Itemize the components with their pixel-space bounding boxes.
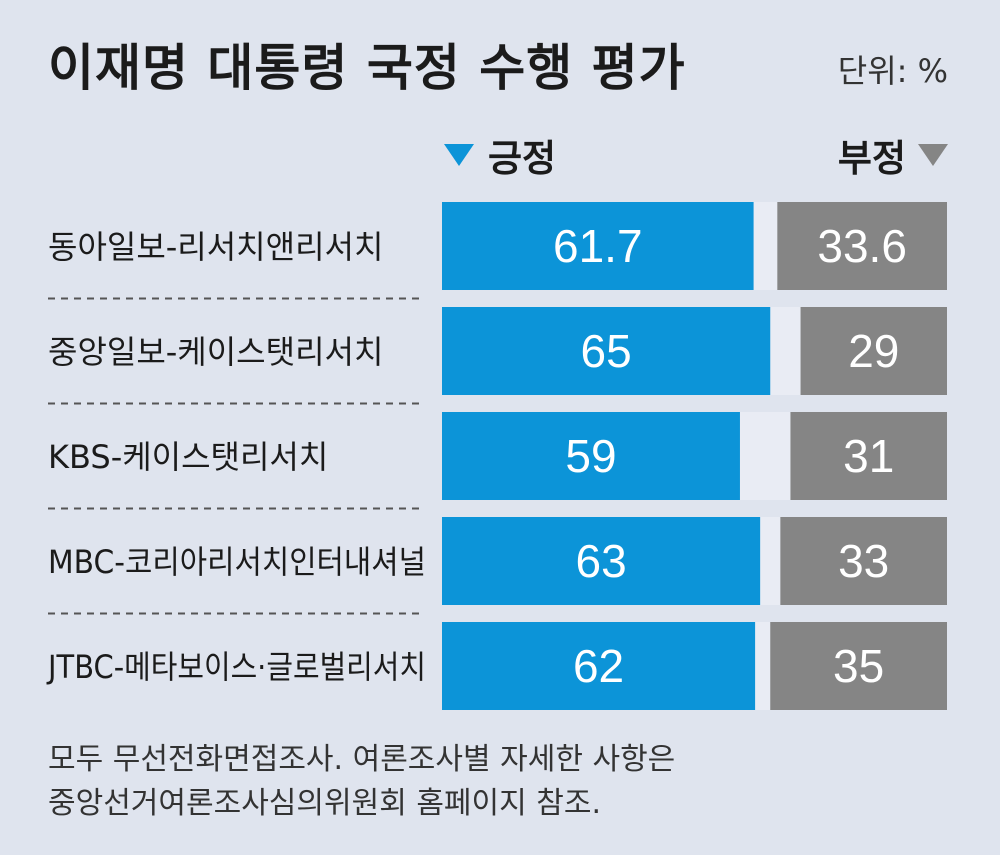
value-label-positive: 65 (581, 325, 632, 377)
triangle-down-icon (444, 144, 474, 166)
category-label: 동아일보-리서치앤리서치 (48, 228, 383, 266)
legend-positive-label: 긍정 (488, 137, 557, 180)
legend-negative: 부정 (838, 128, 948, 182)
value-label-negative: 29 (848, 325, 899, 377)
footnote-line-2: 중앙선거여론조사심의위원회 홈페이지 참조. (48, 786, 602, 821)
bar-negative (780, 517, 947, 605)
bar-negative (770, 622, 947, 710)
chart-title: 이재명 대통령 국정 수행 평가 (48, 39, 686, 97)
footnote: 모두 무선전화면접조사. 여론조사별 자세한 사항은 중앙선거여론조사심의위원회… (48, 738, 675, 826)
triangle-down-icon (918, 144, 948, 166)
category-label: MBC-코리아리서치인터내셔널 (48, 543, 426, 581)
bar-positive (442, 307, 771, 395)
value-label-positive: 61.7 (553, 220, 643, 272)
value-label-negative: 33.6 (817, 220, 907, 272)
bar-positive (442, 412, 740, 500)
bar-positive (442, 622, 756, 710)
value-label-negative: 35 (833, 640, 884, 692)
value-label-negative: 31 (843, 430, 894, 482)
unit-label: 단위: % (837, 52, 948, 90)
category-label: KBS-케이스탯리서치 (48, 438, 328, 476)
bar-positive (442, 202, 754, 290)
bar-positive (442, 517, 761, 605)
value-label-positive: 62 (573, 640, 624, 692)
legend-positive: 긍정 (444, 128, 556, 182)
category-label: 중앙일보-케이스탯리서치 (48, 333, 383, 371)
bar-negative (777, 202, 947, 290)
value-label-negative: 33 (838, 535, 889, 587)
value-label-positive: 63 (575, 535, 626, 587)
legend-negative-label: 부정 (837, 137, 906, 180)
bar-negative (790, 412, 947, 500)
value-label-positive: 59 (565, 430, 616, 482)
footnote-line-1: 모두 무선전화면접조사. 여론조사별 자세한 사항은 (48, 742, 676, 777)
bar-negative (800, 307, 947, 395)
category-label: JTBC-메타보이스·글로벌리서치 (46, 648, 426, 686)
